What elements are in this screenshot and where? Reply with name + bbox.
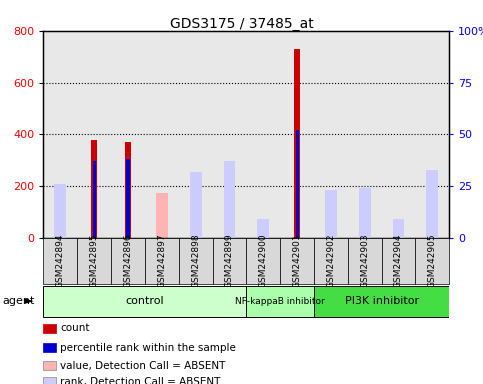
Text: GSM242895: GSM242895 xyxy=(90,234,99,288)
Text: GSM242904: GSM242904 xyxy=(394,234,403,288)
Bar xyxy=(296,130,298,238)
Bar xyxy=(348,238,382,284)
Bar xyxy=(213,238,246,284)
Bar xyxy=(213,31,246,238)
Bar xyxy=(426,170,438,238)
Bar xyxy=(280,238,314,284)
Text: count: count xyxy=(60,323,90,333)
Bar xyxy=(325,198,337,238)
Text: GSM242899: GSM242899 xyxy=(225,234,234,288)
Bar xyxy=(43,238,77,284)
Text: NF-kappaB inhibitor: NF-kappaB inhibitor xyxy=(235,297,325,306)
Text: GSM242905: GSM242905 xyxy=(428,234,437,288)
Bar xyxy=(246,31,280,238)
Text: percentile rank within the sample: percentile rank within the sample xyxy=(60,343,236,353)
Bar xyxy=(77,31,111,238)
Bar xyxy=(179,238,213,284)
Text: PI3K inhibitor: PI3K inhibitor xyxy=(344,296,419,306)
Bar xyxy=(359,188,370,238)
Bar xyxy=(55,184,66,238)
Bar xyxy=(224,169,235,238)
Text: GSM242903: GSM242903 xyxy=(360,234,369,288)
Bar xyxy=(382,238,415,284)
Bar xyxy=(246,286,314,317)
Bar xyxy=(93,161,96,238)
Bar xyxy=(224,161,235,238)
Bar xyxy=(190,172,201,238)
Bar xyxy=(359,192,370,238)
Text: agent: agent xyxy=(2,296,35,306)
Bar xyxy=(179,31,213,238)
Bar xyxy=(145,238,179,284)
Bar xyxy=(111,31,145,238)
Text: GSM242894: GSM242894 xyxy=(56,234,65,288)
Text: GSM242898: GSM242898 xyxy=(191,234,200,288)
Bar xyxy=(127,159,129,238)
Bar xyxy=(91,139,97,238)
Bar xyxy=(314,286,449,317)
Bar xyxy=(156,194,168,238)
Text: rank, Detection Call = ABSENT: rank, Detection Call = ABSENT xyxy=(60,377,221,384)
Bar xyxy=(55,194,66,238)
Text: GSM242902: GSM242902 xyxy=(327,234,335,288)
Text: GSM242901: GSM242901 xyxy=(293,234,301,288)
Bar xyxy=(111,238,145,284)
Text: ►: ► xyxy=(25,296,34,306)
Text: GDS3175 / 37485_at: GDS3175 / 37485_at xyxy=(170,17,313,31)
Bar xyxy=(280,31,314,238)
Bar xyxy=(77,238,111,284)
Bar xyxy=(393,219,404,238)
Bar xyxy=(190,186,201,238)
Bar xyxy=(426,184,438,238)
Text: GSM242900: GSM242900 xyxy=(259,234,268,288)
Bar xyxy=(325,190,337,238)
Bar xyxy=(393,223,404,238)
Bar xyxy=(314,238,348,284)
Bar xyxy=(43,31,77,238)
Text: control: control xyxy=(126,296,164,306)
Bar xyxy=(246,238,280,284)
Bar xyxy=(314,31,348,238)
Bar xyxy=(257,230,269,238)
Bar xyxy=(415,238,449,284)
Bar xyxy=(415,31,449,238)
Bar xyxy=(348,31,382,238)
Bar xyxy=(257,219,269,238)
Text: GSM242896: GSM242896 xyxy=(124,234,132,288)
Bar xyxy=(43,286,246,317)
Bar xyxy=(125,142,131,238)
Text: GSM242897: GSM242897 xyxy=(157,234,166,288)
Bar xyxy=(294,49,300,238)
Bar xyxy=(382,31,415,238)
Text: value, Detection Call = ABSENT: value, Detection Call = ABSENT xyxy=(60,361,226,371)
Bar xyxy=(145,31,179,238)
